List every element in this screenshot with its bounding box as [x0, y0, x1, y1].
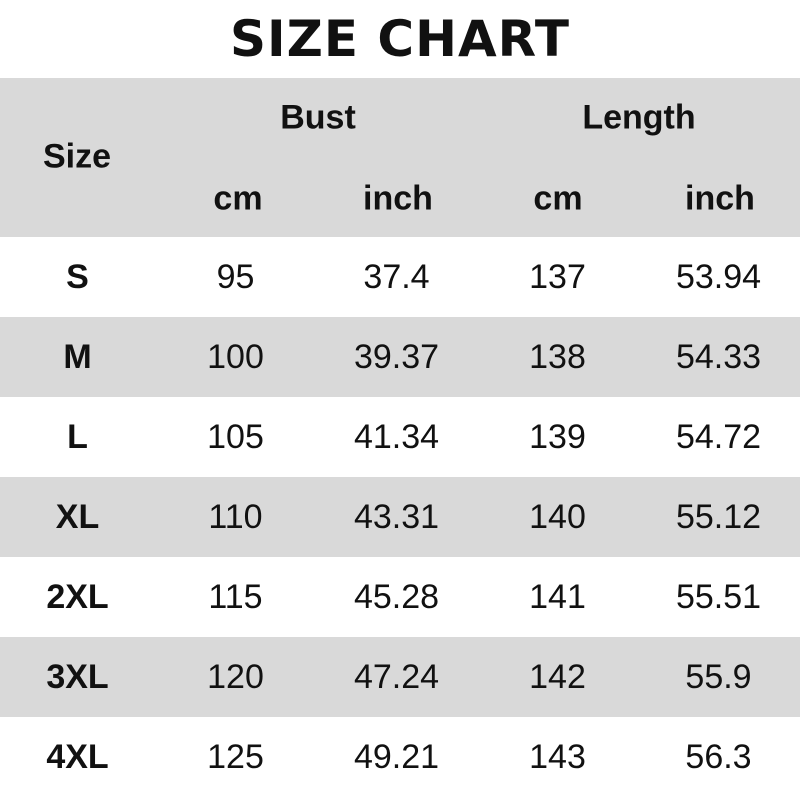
length-inch-cell: 54.33 — [675, 337, 762, 376]
length-inch-cell: 55.12 — [675, 497, 762, 536]
bust-cm-cell: 115 — [208, 577, 263, 616]
length-cm-cell: 143 — [529, 737, 586, 776]
length-inch-cell: 55.51 — [675, 577, 762, 616]
length-inch-cell: 56.3 — [685, 737, 752, 776]
header-bust: Bust — [280, 98, 356, 137]
table-body: S 95 37.4 137 53.94 M 100 39.37 138 54.33 L 105 41.3… — [0, 237, 800, 797]
table-row: 4XL 125 49.21 143 56.3 — [0, 717, 800, 797]
table-row: 2XL 115 45.28 141 55.51 — [0, 557, 800, 637]
bust-cm-cell: 100 — [207, 337, 264, 376]
bust-cm-cell: 105 — [207, 417, 264, 456]
length-cm-cell: 140 — [529, 497, 586, 536]
bust-inch-cell: 37.4 — [363, 257, 430, 296]
bust-inch-cell: 39.37 — [353, 337, 440, 376]
table-row: 3XL 120 47.24 142 55.9 — [0, 637, 800, 717]
bust-cm-cell: 95 — [216, 257, 255, 296]
table-row: S 95 37.4 137 53.94 — [0, 237, 800, 317]
bust-cm-cell: 110 — [208, 497, 263, 536]
size-cell: M — [63, 337, 92, 376]
header-size: Size — [42, 137, 112, 176]
page-title: SIZE CHART — [229, 10, 571, 68]
header-length: Length — [582, 98, 696, 137]
length-cm-cell: 138 — [529, 337, 586, 376]
bust-inch-cell: 47.24 — [353, 657, 440, 696]
header-length-cm: cm — [533, 179, 583, 218]
header-bust-inch: inch — [363, 179, 433, 218]
length-inch-cell: 53.94 — [675, 257, 762, 296]
size-cell: 3XL — [46, 657, 109, 696]
table-row: M 100 39.37 138 54.33 — [0, 317, 800, 397]
bust-inch-cell: 43.31 — [353, 497, 440, 536]
length-inch-cell: 54.72 — [675, 417, 762, 456]
length-cm-cell: 139 — [529, 417, 586, 456]
bust-cm-cell: 120 — [207, 657, 264, 696]
table-row: L 105 41.34 139 54.72 — [0, 397, 800, 477]
header-length-inch: inch — [685, 179, 755, 218]
bust-cm-cell: 125 — [207, 737, 264, 776]
bust-inch-cell: 45.28 — [353, 577, 440, 616]
size-cell: 2XL — [46, 577, 109, 616]
table-row: XL 110 43.31 140 55.12 — [0, 477, 800, 557]
header-bust-cm: cm — [213, 179, 263, 218]
length-cm-cell: 141 — [529, 577, 586, 616]
bust-inch-cell: 41.34 — [353, 417, 440, 456]
size-cell: XL — [55, 497, 100, 536]
length-cm-cell: 137 — [529, 257, 586, 296]
size-cell: S — [66, 257, 89, 296]
table-header: Size Bust Length cm inch cm inch — [0, 78, 800, 237]
length-inch-cell: 55.9 — [685, 657, 752, 696]
length-cm-cell: 142 — [529, 657, 586, 696]
size-cell: 4XL — [46, 737, 109, 776]
size-cell: L — [67, 417, 88, 456]
bust-inch-cell: 49.21 — [353, 737, 440, 776]
